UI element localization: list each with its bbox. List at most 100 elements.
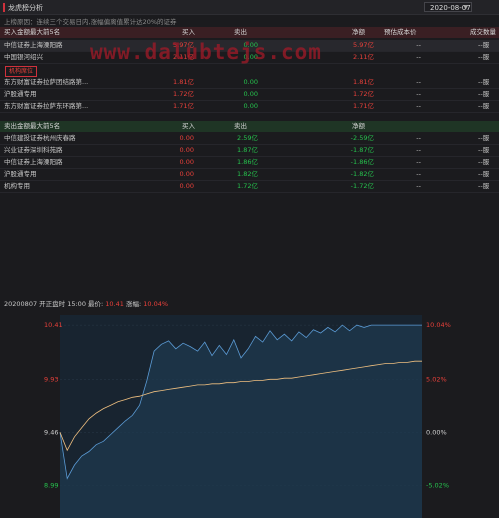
cell-net: -2.59亿: [350, 134, 374, 142]
cell-net: -1.86亿: [350, 158, 374, 166]
sell-table-header: 卖出金额最大前5名 买入 卖出 净额: [0, 121, 499, 132]
cell-dash: --服: [478, 146, 490, 154]
cell-net: 1.72亿: [353, 90, 374, 98]
cell-net: 2.11亿: [353, 53, 374, 61]
table-row[interactable]: 沪股通专用 0.00 1.82亿 -1.82亿 -- --服: [0, 169, 499, 181]
cell-name: 中信证券上海溧阳路: [4, 158, 63, 166]
y-left-tick-label: 10.41: [44, 321, 63, 329]
cell-dash: --服: [478, 170, 490, 178]
sell-header-name: 卖出金额最大前5名: [4, 122, 61, 130]
cell-sell: 2.59亿: [237, 134, 258, 142]
cell-est: --: [416, 41, 421, 49]
table-row[interactable]: 中信建投证券杭州庆春路 0.00 2.59亿 -2.59亿 -- --服: [0, 133, 499, 145]
cell-name: 中国银河绍兴: [4, 53, 43, 61]
buy-header-extra: 成交数量: [470, 28, 496, 36]
table-row[interactable]: 沪股通专用 1.72亿 0.00 1.72亿 -- --服: [0, 89, 499, 101]
cell-est: --: [416, 90, 421, 98]
buy-table-header: 买入金额最大前5名 买入 卖出 净额 预估成本价 成交数量: [0, 27, 499, 38]
cell-net: 1.71亿: [353, 102, 374, 110]
chart-info: 20200807 开正盘时 15:00 最价: 10.41 涨幅: 10.04%: [4, 298, 168, 308]
intraday-chart: 10.41 10.04% 9.93 5.02% 9.46 0.00% 8.99 -5.02%: [44, 315, 451, 518]
price-line: [59, 324, 422, 480]
table-row[interactable]: 中信证券上海溧阳路 5.97亿 0.00 5.97亿 -- --服: [0, 40, 499, 52]
institution-tag: 机构席位: [5, 66, 38, 77]
cell-sell: 0.00: [243, 102, 258, 110]
buy-header-buy: 买入: [182, 28, 195, 36]
cell-dash: --服: [478, 182, 490, 190]
cell-buy: 0.00: [179, 134, 194, 142]
cell-buy: 5.97亿: [173, 41, 194, 49]
cell-sell: 0.00: [243, 53, 258, 61]
cell-buy: 1.72亿: [173, 90, 194, 98]
cell-buy: 1.81亿: [173, 78, 194, 86]
cell-est: --: [416, 170, 421, 178]
y-right-tick-label: -5.02%: [426, 481, 449, 489]
y-left-tick-label: 9.93: [44, 375, 58, 383]
cell-buy: 0.00: [179, 158, 194, 166]
cell-dash: --服: [478, 78, 490, 86]
date-value: 2020-08-07: [430, 4, 471, 12]
cell-sell: 0.00: [243, 41, 258, 49]
cell-name: 机构专用: [4, 182, 30, 190]
cell-dash: --服: [478, 90, 490, 98]
watermark: www.dalubtejs.com: [90, 40, 322, 64]
title-mark: [3, 3, 5, 12]
average-line: [59, 360, 422, 452]
cell-name: 兴业证券深圳科苑路: [4, 146, 63, 154]
cell-name: 中信建投证券杭州庆春路: [4, 134, 76, 142]
sell-header-net: 净额: [352, 122, 365, 130]
cell-name: 东方财富证券拉萨东环路第...: [4, 102, 89, 110]
table-row[interactable]: 中国银河绍兴 2.11亿 0.00 2.11亿 -- --服: [0, 52, 499, 64]
cell-net: -1.87亿: [350, 146, 374, 154]
table-row[interactable]: 东方财富证券拉萨东环路第... 1.71亿 0.00 1.71亿 -- --服: [0, 101, 499, 113]
window-title: 龙虎榜分析: [8, 4, 43, 12]
chart-info-chg: 10.04%: [143, 300, 169, 308]
cell-net: -1.72亿: [350, 182, 374, 190]
cell-name: 中信证券上海溧阳路: [4, 41, 63, 49]
y-right-tick-label: 5.02%: [426, 375, 447, 383]
cell-est: --: [416, 134, 421, 142]
table-row[interactable]: 机构专用 0.00 1.72亿 -1.72亿 -- --服: [0, 181, 499, 193]
cell-buy: 1.71亿: [173, 102, 194, 110]
cell-net: 5.97亿: [353, 41, 374, 49]
sell-header-buy: 买入: [182, 122, 195, 130]
cell-dash: --服: [478, 102, 490, 110]
y-right-tick-label: 0.00%: [426, 428, 447, 436]
cell-sell: 1.82亿: [237, 170, 258, 178]
y-left-tick-label: 9.46: [44, 428, 58, 436]
cell-buy: 0.00: [179, 146, 194, 154]
cell-est: --: [416, 53, 421, 61]
cell-dash: --服: [478, 53, 490, 61]
buy-header-name: 买入金额最大前5名: [4, 28, 61, 36]
y-left-tick-label: 8.99: [44, 481, 58, 489]
cell-est: --: [416, 182, 421, 190]
sell-header-sell: 卖出: [234, 122, 247, 130]
chart-info-label: 20200807 开正盘时 15:00 最价:: [4, 300, 104, 308]
chart-info-price: 10.41: [105, 300, 124, 308]
cell-buy: 0.00: [179, 170, 194, 178]
date-selector[interactable]: 2020-08-07 ▼: [424, 2, 472, 12]
cell-net: 1.81亿: [353, 78, 374, 86]
cell-est: --: [416, 102, 421, 110]
chart-info-chg-label: 涨幅:: [125, 300, 142, 308]
cell-buy: 2.11亿: [173, 53, 194, 61]
buy-header-sell: 卖出: [234, 28, 247, 36]
cell-sell: 1.87亿: [237, 146, 258, 154]
cell-net: -1.82亿: [350, 170, 374, 178]
y-right-tick-label: 10.04%: [426, 321, 451, 329]
chevron-down-icon: ▼: [463, 4, 468, 11]
cell-sell: 1.72亿: [237, 182, 258, 190]
cell-sell: 1.86亿: [237, 158, 258, 166]
buy-header-est: 预估成本价: [384, 28, 417, 36]
price-area: [60, 325, 422, 518]
table-row[interactable]: 兴业证券深圳科苑路 0.00 1.87亿 -1.87亿 -- --服: [0, 145, 499, 157]
title-bar: 龙虎榜分析 2020-08-07 ▼: [0, 0, 499, 15]
cell-est: --: [416, 146, 421, 154]
cell-name: 沪股通专用: [4, 170, 37, 178]
cell-dash: --服: [478, 134, 490, 142]
cell-sell: 0.00: [243, 78, 258, 86]
table-row[interactable]: 中信证券上海溧阳路 0.00 1.86亿 -1.86亿 -- --服: [0, 157, 499, 169]
cell-est: --: [416, 78, 421, 86]
cell-name: 东方财富证券拉萨团结路第...: [4, 78, 89, 86]
table-row[interactable]: 东方财富证券拉萨团结路第... 1.81亿 0.00 1.81亿 -- --服: [0, 77, 499, 89]
